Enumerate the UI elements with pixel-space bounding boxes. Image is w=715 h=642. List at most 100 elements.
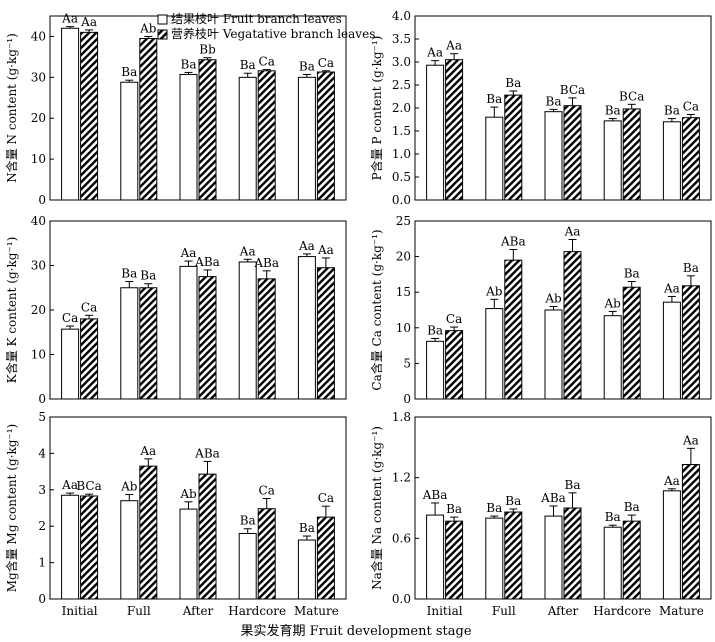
bar-veg [504,94,523,201]
bar-veg [316,516,335,600]
bar-veg [257,508,276,600]
bar-veg [80,31,99,201]
y-tick-label: 15 [396,285,411,299]
bar-veg [198,473,217,600]
significance-label: Aa [426,46,443,60]
bar-veg [257,278,276,400]
bar-fruit [297,76,316,201]
bar-fruit [544,515,563,600]
significance-label: Ba [446,502,462,516]
y-tick-label: 0.6 [392,531,411,545]
significance-label: Ba [486,501,502,515]
y-tick-label: 30 [31,259,46,273]
bar-veg [504,259,523,400]
bar-veg [504,511,523,600]
y-tick-label: 0 [38,392,46,406]
significance-label: ABa [194,446,220,460]
significance-label: Ab [604,296,622,310]
significance-label: Ba [181,57,197,71]
bar-veg [445,330,464,400]
significance-label: Ba [624,500,640,514]
significance-label: ABa [500,234,526,248]
significance-label: Ca [81,300,97,314]
bar-fruit [544,309,563,400]
bar-fruit [179,508,198,600]
y-tick-label: 20 [31,111,46,125]
significance-label: Aa [564,225,581,239]
y-tick-label: 2 [38,519,46,533]
legend: 结果枝叶 Fruit branch leaves 营养枝叶 Vegatative… [157,11,375,41]
x-tick-label: Full [492,604,516,618]
bar-fruit [297,539,316,600]
legend-swatch-veg [157,29,168,40]
bar-fruit [662,301,681,400]
significance-label: BCa [560,83,585,97]
significance-label: Ba [299,59,315,73]
bar-fruit [603,315,622,400]
significance-label: Ca [446,312,462,326]
significance-label: Ca [259,484,275,498]
y-axis-title: P含量 P content (g·kg⁻¹) [369,36,384,181]
bar-fruit [120,81,139,201]
y-tick-label: 0.5 [392,170,411,184]
significance-label: Aa [80,15,97,29]
significance-label: Aa [682,433,699,447]
bar-veg [139,287,158,400]
y-tick-label: 10 [396,321,411,335]
bar-veg [563,251,582,400]
bar-fruit [485,116,504,201]
y-tick-label: 1.2 [392,471,411,485]
x-tick-label: Full [127,604,151,618]
significance-label: Ab [139,21,157,35]
bar-fruit [603,120,622,201]
bar-fruit [426,64,445,201]
bar-veg [316,267,335,400]
y-axis-title: Na含量 Na content (g·kg⁻¹) [369,426,384,590]
bar-fruit [426,340,445,400]
y-tick-label: 1 [38,556,46,570]
y-tick-label: 25 [396,214,411,228]
significance-label: Aa [298,239,315,253]
y-tick-label: 3 [38,483,46,497]
significance-label: Ba [546,94,562,108]
significance-label: Ba [240,58,256,72]
bar-veg [80,318,99,400]
significance-label: Aa [317,243,334,257]
significance-label: Ca [62,311,78,325]
bar-fruit [120,287,139,400]
panel-p: 0.0 0.5 1.0 1.5 2.0 2.5 3.0 3.5 4.0 P含量 P content… [369,9,712,207]
y-tick-label: 1.0 [392,147,411,161]
bar-fruit [485,308,504,400]
bar-fruit [238,76,257,201]
significance-label: BCa [619,89,644,103]
significance-label: Ba [605,104,621,118]
bar-veg [681,464,700,600]
plot-frame [414,416,712,600]
bar-veg [198,276,217,400]
bar-fruit [485,517,504,600]
bar-veg [563,105,582,201]
y-tick-label: 30 [31,70,46,84]
y-tick-label: 3.0 [392,55,411,69]
significance-label: Ba [683,261,699,275]
significance-label: Ca [318,491,334,505]
bar-veg [622,108,641,201]
bar-veg [80,495,99,600]
significance-label: BCa [76,479,101,493]
y-axis-title: N含量 N content (g·kg⁻¹) [4,33,19,183]
bar-fruit [120,500,139,600]
x-tick-label: After [182,604,214,618]
legend-label-fruit: 结果枝叶 Fruit branch leaves [171,11,342,26]
significance-label: ABa [253,256,279,270]
significance-label: Ba [565,478,581,492]
significance-label: Aa [139,444,156,458]
bar-veg [681,285,700,400]
significance-label: Ba [140,269,156,283]
y-tick-label: 2.5 [392,78,411,92]
significance-label: Ab [179,487,197,501]
panel-na: 0.0 0.6 1.2 1.8 Na含量 Na content (g·kg⁻¹) Init… [369,410,712,618]
bar-veg [563,507,582,600]
bar-fruit [238,261,257,400]
